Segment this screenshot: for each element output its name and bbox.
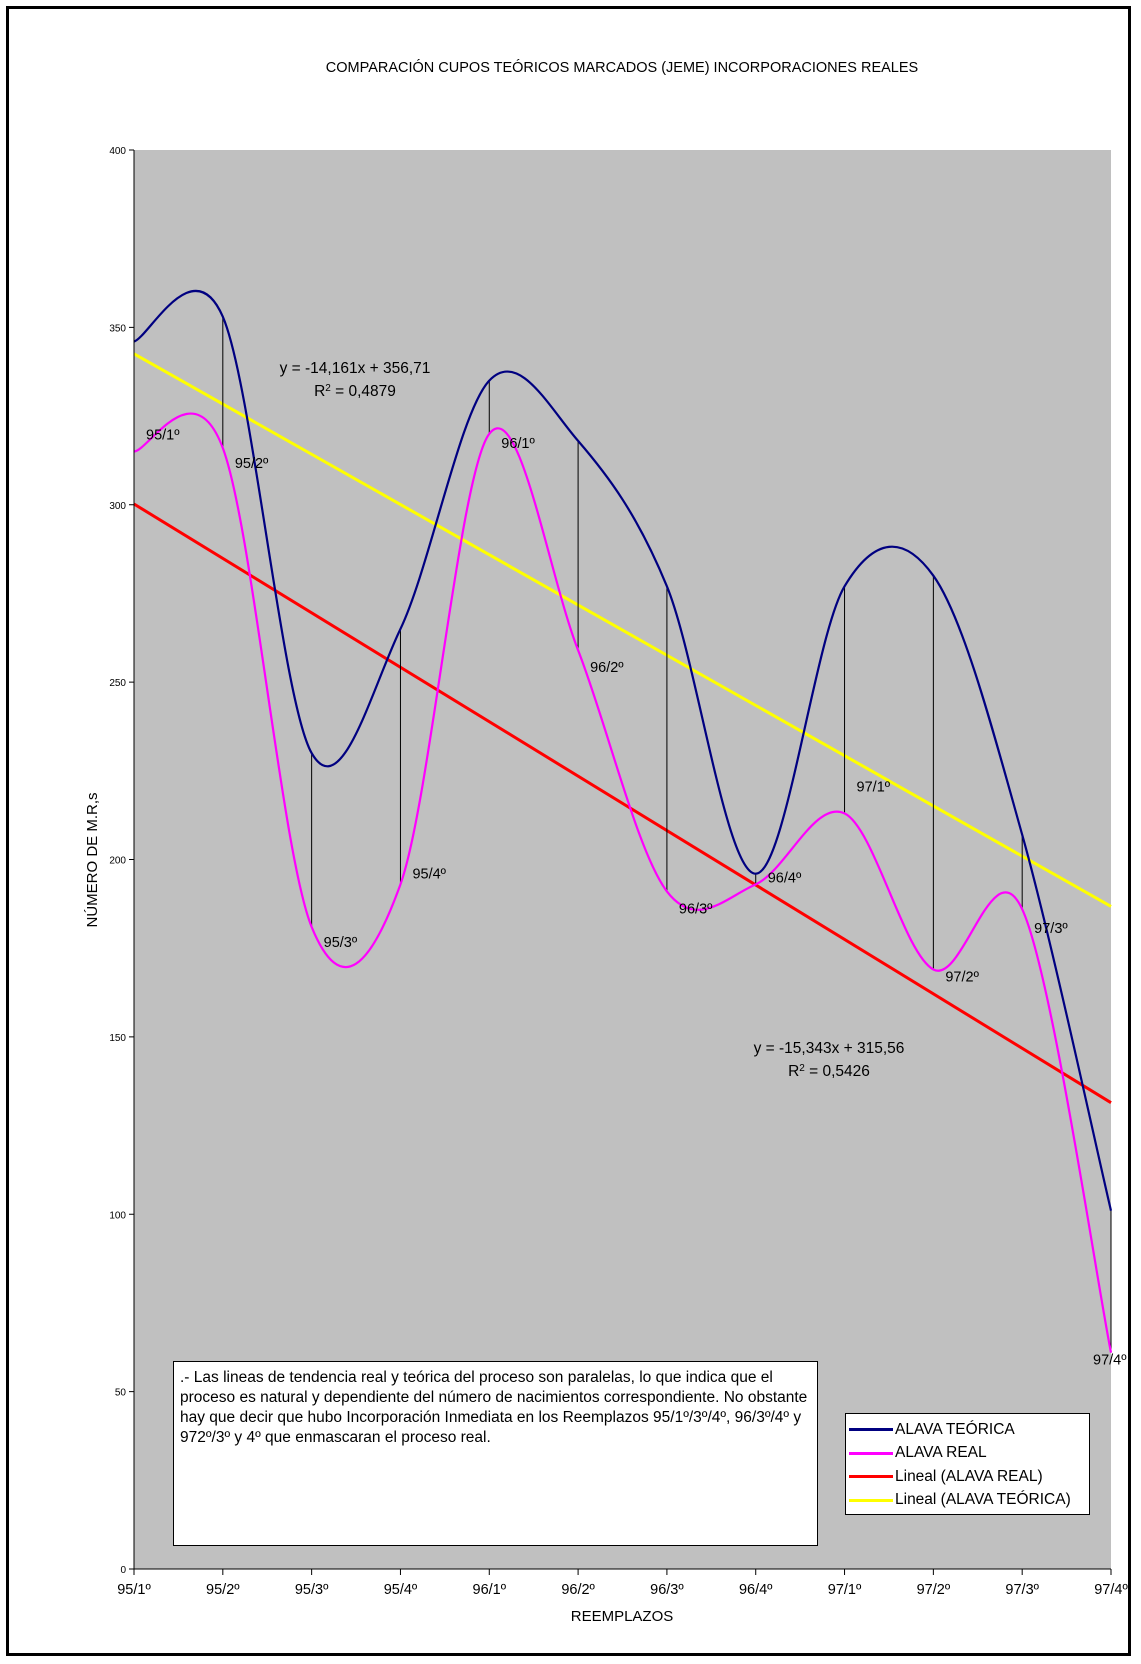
y-tick-label: 0 xyxy=(120,1565,126,1576)
data-point-label: 96/1º xyxy=(501,436,535,452)
legend-item-trend-theoretical: Lineal (ALAVA TEÓRICA) xyxy=(846,1489,1089,1513)
x-tick-label: 95/2º xyxy=(206,1582,240,1598)
y-tick-label: 100 xyxy=(109,1210,126,1221)
y-tick-label: 200 xyxy=(109,856,126,867)
legend-swatch xyxy=(849,1451,893,1455)
y-tick-label: 250 xyxy=(109,678,126,689)
r2-prefix: R xyxy=(788,1063,799,1080)
legend-swatch xyxy=(849,1428,893,1432)
legend-label: ALAVA TEÓRICA xyxy=(895,1420,1015,1438)
trend-equation-theoretical: y = -14,161x + 356,71 R2 = 0,4879 xyxy=(280,360,431,400)
legend-label: Lineal (ALAVA REAL) xyxy=(895,1467,1043,1485)
legend-item-trend-real: Lineal (ALAVA REAL) xyxy=(846,1465,1089,1489)
x-tick-label: 95/1º xyxy=(117,1582,151,1598)
data-point-label: 97/4º xyxy=(1093,1353,1127,1369)
data-point-label: 95/1º xyxy=(146,428,180,444)
r2-value: = 0,5426 xyxy=(805,1063,870,1080)
x-axis-label: REEMPLAZOS xyxy=(571,1608,674,1625)
note-text: .- Las lineas de tendencia real y teóric… xyxy=(180,1369,808,1446)
trend-r2-text: R2 = 0,4879 xyxy=(314,383,396,401)
y-tick-label: 300 xyxy=(109,501,126,512)
data-point-label: 96/2º xyxy=(590,660,624,676)
x-tick-label: 96/4º xyxy=(739,1582,773,1598)
legend: ALAVA TEÓRICA ALAVA REAL Lineal (ALAVA R… xyxy=(845,1413,1090,1515)
data-point-label: 96/3º xyxy=(679,901,713,917)
x-tick-label: 97/4º xyxy=(1094,1582,1128,1598)
r2-prefix: R xyxy=(314,383,325,400)
y-axis-label: NÚMERO DE M.R,s xyxy=(84,793,101,928)
r2-value: = 0,4879 xyxy=(331,383,396,400)
y-tick-label: 150 xyxy=(109,1033,126,1044)
r2-sup: 2 xyxy=(799,1063,805,1074)
data-point-label: 95/2º xyxy=(235,456,269,472)
trend-equation-real: y = -15,343x + 315,56 R2 = 0,5426 xyxy=(754,1040,905,1080)
data-point-label: 97/3º xyxy=(1034,921,1068,937)
legend-swatch xyxy=(849,1475,893,1479)
legend-label: ALAVA REAL xyxy=(895,1444,987,1462)
y-tick-label: 50 xyxy=(115,1388,127,1399)
chart-title: COMPARACIÓN CUPOS TEÓRICOS MARCADOS (JEM… xyxy=(326,59,918,76)
data-point-label: 95/3º xyxy=(324,935,358,951)
data-point-label: 95/4º xyxy=(412,866,446,882)
x-tick-label: 95/3º xyxy=(295,1582,329,1598)
trend-line xyxy=(133,352,1112,908)
legend-label: Lineal (ALAVA TEÓRICA) xyxy=(895,1491,1071,1509)
x-tick-label: 95/4º xyxy=(384,1582,418,1598)
y-tick-label: 350 xyxy=(109,323,126,334)
r2-sup: 2 xyxy=(325,383,331,394)
data-point-label: 97/2º xyxy=(945,969,979,985)
series-line xyxy=(133,289,1113,1211)
trend-line xyxy=(133,502,1112,1104)
trend-eq-text: y = -15,343x + 315,56 xyxy=(754,1040,905,1057)
trend-r2-text: R2 = 0,5426 xyxy=(788,1063,870,1081)
trend-eq-text: y = -14,161x + 356,71 xyxy=(280,360,431,377)
data-point-label: 96/4º xyxy=(768,870,802,886)
legend-item-real: ALAVA REAL xyxy=(846,1442,1089,1466)
x-tick-label: 96/2º xyxy=(561,1582,595,1598)
plot-area xyxy=(134,150,1111,1569)
x-tick-label: 97/2º xyxy=(917,1582,951,1598)
series-line xyxy=(133,412,1113,1353)
legend-swatch xyxy=(849,1498,893,1502)
x-tick-label: 97/3º xyxy=(1005,1582,1039,1598)
data-point-label: 97/1º xyxy=(857,779,891,795)
legend-item-theoretical: ALAVA TEÓRICA xyxy=(846,1418,1089,1442)
y-tick-label: 400 xyxy=(109,146,126,157)
x-tick-label: 97/1º xyxy=(828,1582,862,1598)
x-tick-label: 96/3º xyxy=(650,1582,684,1598)
note-box: .- Las lineas de tendencia real y teóric… xyxy=(173,1361,818,1546)
x-tick-label: 96/1º xyxy=(473,1582,507,1598)
